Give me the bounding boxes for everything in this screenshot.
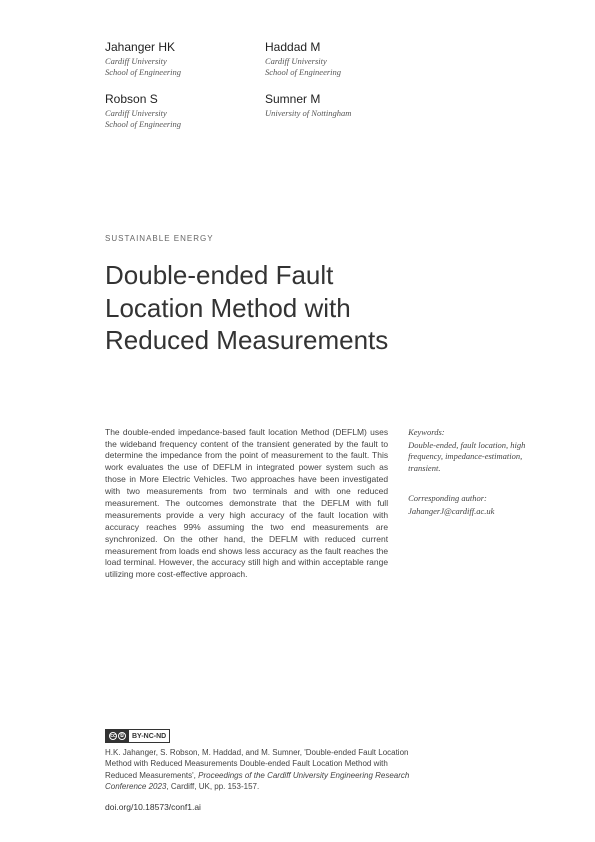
sidebar: Keywords: Double-ended, fault location, … (408, 427, 535, 582)
author-name: Jahanger HK (105, 40, 265, 54)
citation-suffix: , Cardiff, UK, pp. 153-157. (166, 782, 259, 791)
section-label: SUSTAINABLE ENERGY (105, 234, 535, 243)
authors-block: Jahanger HK Cardiff University School of… (105, 40, 535, 144)
cc-icon: cc ① (106, 730, 129, 742)
corresponding-author-label: Corresponding author: (408, 493, 535, 505)
citation-text: H.K. Jahanger, S. Robson, M. Haddad, and… (105, 747, 415, 792)
corresponding-author-email: JahangerJ@cardiff.ac.uk (408, 506, 535, 518)
abstract-text: The double-ended impedance-based fault l… (105, 427, 388, 582)
keywords-label: Keywords: (408, 427, 535, 439)
author-entry: Jahanger HK Cardiff University School of… (105, 40, 265, 78)
keywords-text: Double-ended, fault location, high frequ… (408, 440, 535, 476)
cc-license-badge: cc ① BY-NC-ND (105, 729, 170, 743)
author-name: Robson S (105, 92, 265, 106)
author-entry: Sumner M University of Nottingham (265, 92, 425, 130)
paper-title: Double-ended Fault Location Method with … (105, 259, 425, 357)
author-affiliation: Cardiff University (105, 56, 265, 67)
footer: cc ① BY-NC-ND H.K. Jahanger, S. Robson, … (105, 724, 535, 812)
author-affiliation: School of Engineering (265, 67, 425, 78)
doi-link[interactable]: doi.org/10.18573/conf1.ai (105, 802, 535, 812)
author-affiliation: School of Engineering (105, 67, 265, 78)
author-name: Sumner M (265, 92, 425, 106)
author-affiliation: Cardiff University (105, 108, 265, 119)
author-entry: Haddad M Cardiff University School of En… (265, 40, 425, 78)
author-name: Haddad M (265, 40, 425, 54)
cc-license-text: BY-NC-ND (129, 730, 169, 742)
author-affiliation: University of Nottingham (265, 108, 425, 119)
author-entry: Robson S Cardiff University School of En… (105, 92, 265, 130)
author-affiliation: School of Engineering (105, 119, 265, 130)
author-affiliation: Cardiff University (265, 56, 425, 67)
content-row: The double-ended impedance-based fault l… (105, 427, 535, 582)
